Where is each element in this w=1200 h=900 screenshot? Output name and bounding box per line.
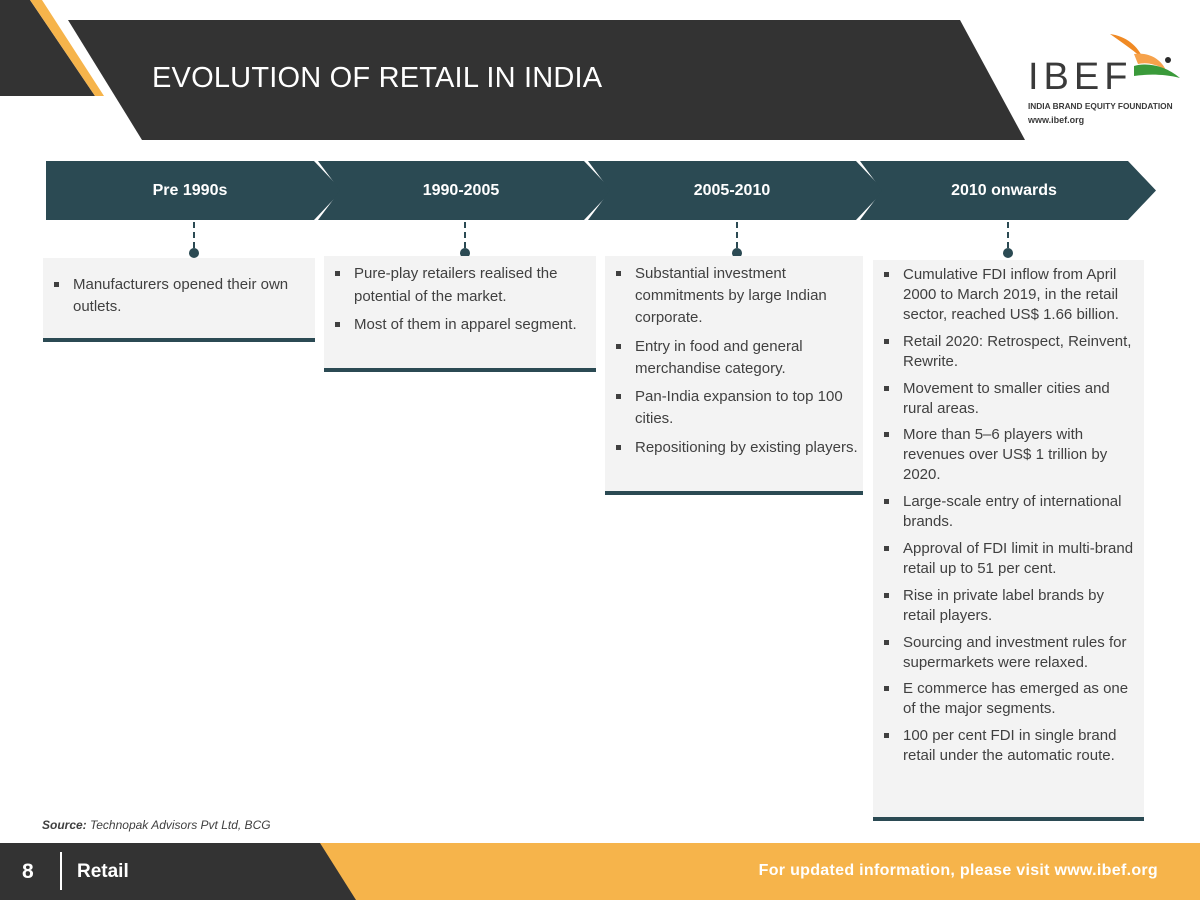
source-label: Source: [42, 818, 87, 832]
bullet-point: Manufacturers opened their own outlets. [43, 274, 315, 318]
logo-wordmark: IBEF [1028, 56, 1133, 98]
period-box-2005-2010: Substantial investment commitments by la… [605, 256, 863, 495]
connector-dot [189, 248, 199, 258]
bullet-point: E commerce has emerged as one of the maj… [873, 679, 1144, 719]
logo-url: www.ibef.org [1028, 115, 1085, 125]
bullet-point: Movement to smaller cities and rural are… [873, 379, 1144, 419]
period-box-2010-onwards: Cumulative FDI inflow from April 2000 to… [873, 260, 1144, 821]
connector-dot [460, 248, 470, 258]
bullet-point: Cumulative FDI inflow from April 2000 to… [873, 265, 1144, 325]
connector-dot [1003, 248, 1013, 258]
bullet-point: Large-scale entry of international brand… [873, 492, 1144, 532]
period-box-pre-1990s: Manufacturers opened their own outlets. [43, 258, 315, 342]
bullet-point: Repositioning by existing players. [605, 437, 863, 459]
source-note: Source: Technopak Advisors Pvt Ltd, BCG [42, 818, 271, 832]
period-arrow-pre-1990s: Pre 1990s [46, 161, 342, 220]
footer-divider [60, 852, 62, 890]
source-text: Technopak Advisors Pvt Ltd, BCG [90, 818, 271, 832]
update-link[interactable]: For updated information, please visit ww… [758, 862, 1158, 879]
connector-line [193, 222, 195, 248]
ibef-logo: IBEF INDIA BRAND EQUITY FOUNDATION www.i… [1024, 26, 1192, 136]
bullet-point: Approval of FDI limit in multi-brand ret… [873, 539, 1144, 579]
page-number: 8 [22, 860, 34, 883]
connector-line [736, 222, 738, 248]
bullet-point: Most of them in apparel segment. [324, 314, 596, 337]
bullet-point: 100 per cent FDI in single brand retail … [873, 726, 1144, 766]
bullet-point: Pan-India expansion to top 100 cities. [605, 386, 863, 430]
header-banner [0, 0, 1025, 140]
period-arrow-1990-2005: 1990-2005 [318, 161, 612, 220]
corner-orange-stripe [30, 0, 104, 96]
bullet-point: More than 5–6 players with revenues over… [873, 425, 1144, 485]
bullet-point: Rise in private label brands by retail p… [873, 586, 1144, 626]
footer-bar [0, 843, 1200, 900]
bullet-point: Sourcing and investment rules for superm… [873, 633, 1144, 673]
connector-line [1007, 222, 1009, 248]
corner-dark-shape [0, 0, 95, 96]
connector-line [464, 222, 466, 248]
period-label: 1990-2005 [422, 181, 500, 199]
title-bar [68, 20, 1025, 140]
section-name: Retail [77, 861, 129, 882]
connector-dot [732, 248, 742, 258]
period-arrow-2010-onwards: 2010 onwards [860, 161, 1156, 220]
bullet-point: Pure-play retailers realised the potenti… [324, 263, 596, 308]
period-label: Pre 1990s [152, 181, 228, 199]
bullet-point: Retail 2020: Retrospect, Reinvent, Rewri… [873, 332, 1144, 372]
bird-icon [1110, 34, 1180, 78]
page-title: EVOLUTION OF RETAIL IN INDIA [152, 62, 603, 94]
period-label: 2010 onwards [951, 181, 1057, 199]
bullet-point: Substantial investment commitments by la… [605, 263, 863, 329]
bullet-point: Entry in food and general merchandise ca… [605, 336, 863, 380]
logo-subtitle: INDIA BRAND EQUITY FOUNDATION [1028, 101, 1173, 111]
period-label: 2005-2010 [693, 181, 771, 199]
period-arrow-2005-2010: 2005-2010 [588, 161, 884, 220]
period-box-1990-2005: Pure-play retailers realised the potenti… [324, 256, 596, 372]
